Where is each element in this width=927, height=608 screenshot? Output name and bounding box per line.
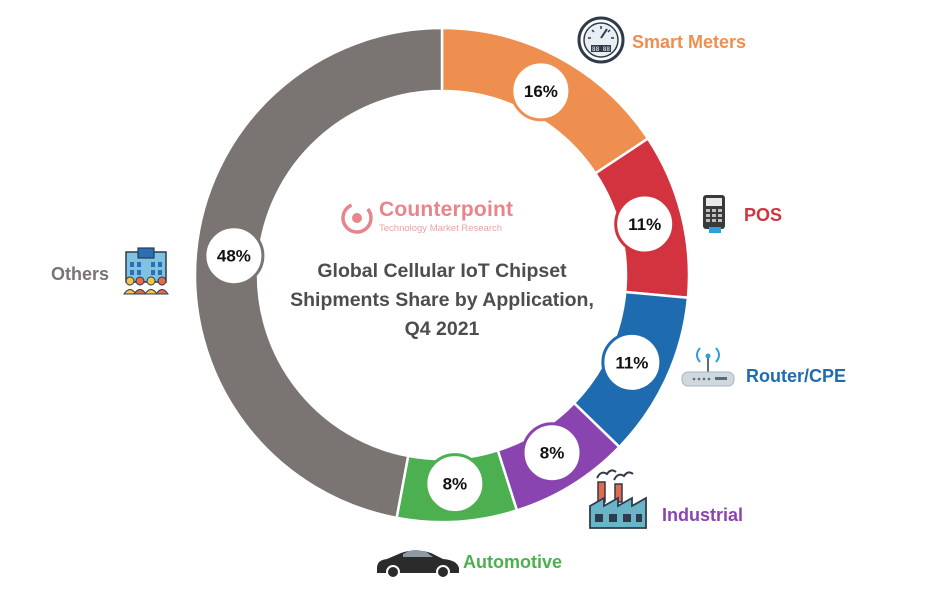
counterpoint-logo-icon	[341, 202, 373, 234]
svg-text:88 88: 88 88	[592, 46, 610, 53]
label-pos: POS	[744, 205, 782, 225]
percent-bubble	[601, 331, 663, 393]
percent-bubble	[614, 193, 676, 255]
percent-bubble	[521, 422, 583, 484]
percent-label: 16%	[524, 82, 558, 101]
brand-name: Counterpoint	[379, 198, 514, 221]
label-others: Others	[51, 264, 109, 284]
percent-label: 8%	[443, 475, 468, 494]
label-smart-meters: Smart Meters	[632, 32, 746, 52]
percent-label: 11%	[615, 353, 648, 372]
percent-label: 48%	[217, 247, 251, 266]
counterpoint-logo: Counterpoint Technology Market Research	[337, 196, 527, 238]
router-icon	[681, 347, 735, 387]
label-router-cpe: Router/CPE	[746, 366, 846, 386]
smart-meter-icon: 88 88	[577, 16, 625, 64]
percent-bubble	[203, 225, 265, 287]
slice-others	[193, 26, 444, 520]
brand-tagline: Technology Market Research	[379, 223, 503, 234]
car-icon	[377, 550, 459, 579]
percent-label: 11%	[628, 215, 661, 234]
percent-label: 8%	[540, 444, 565, 463]
percent-bubbles: 16% 11% 11% 8% 8% 48%	[203, 60, 676, 515]
chart-title: Global Cellular IoT Chipset Shipments Sh…	[290, 260, 594, 340]
percent-bubble	[510, 60, 572, 122]
pos-terminal-icon	[703, 195, 725, 233]
office-building-icon	[123, 247, 169, 295]
factory-icon	[589, 469, 647, 529]
percent-bubble	[424, 453, 486, 515]
label-industrial: Industrial	[662, 505, 743, 525]
label-automotive: Automotive	[463, 552, 562, 572]
